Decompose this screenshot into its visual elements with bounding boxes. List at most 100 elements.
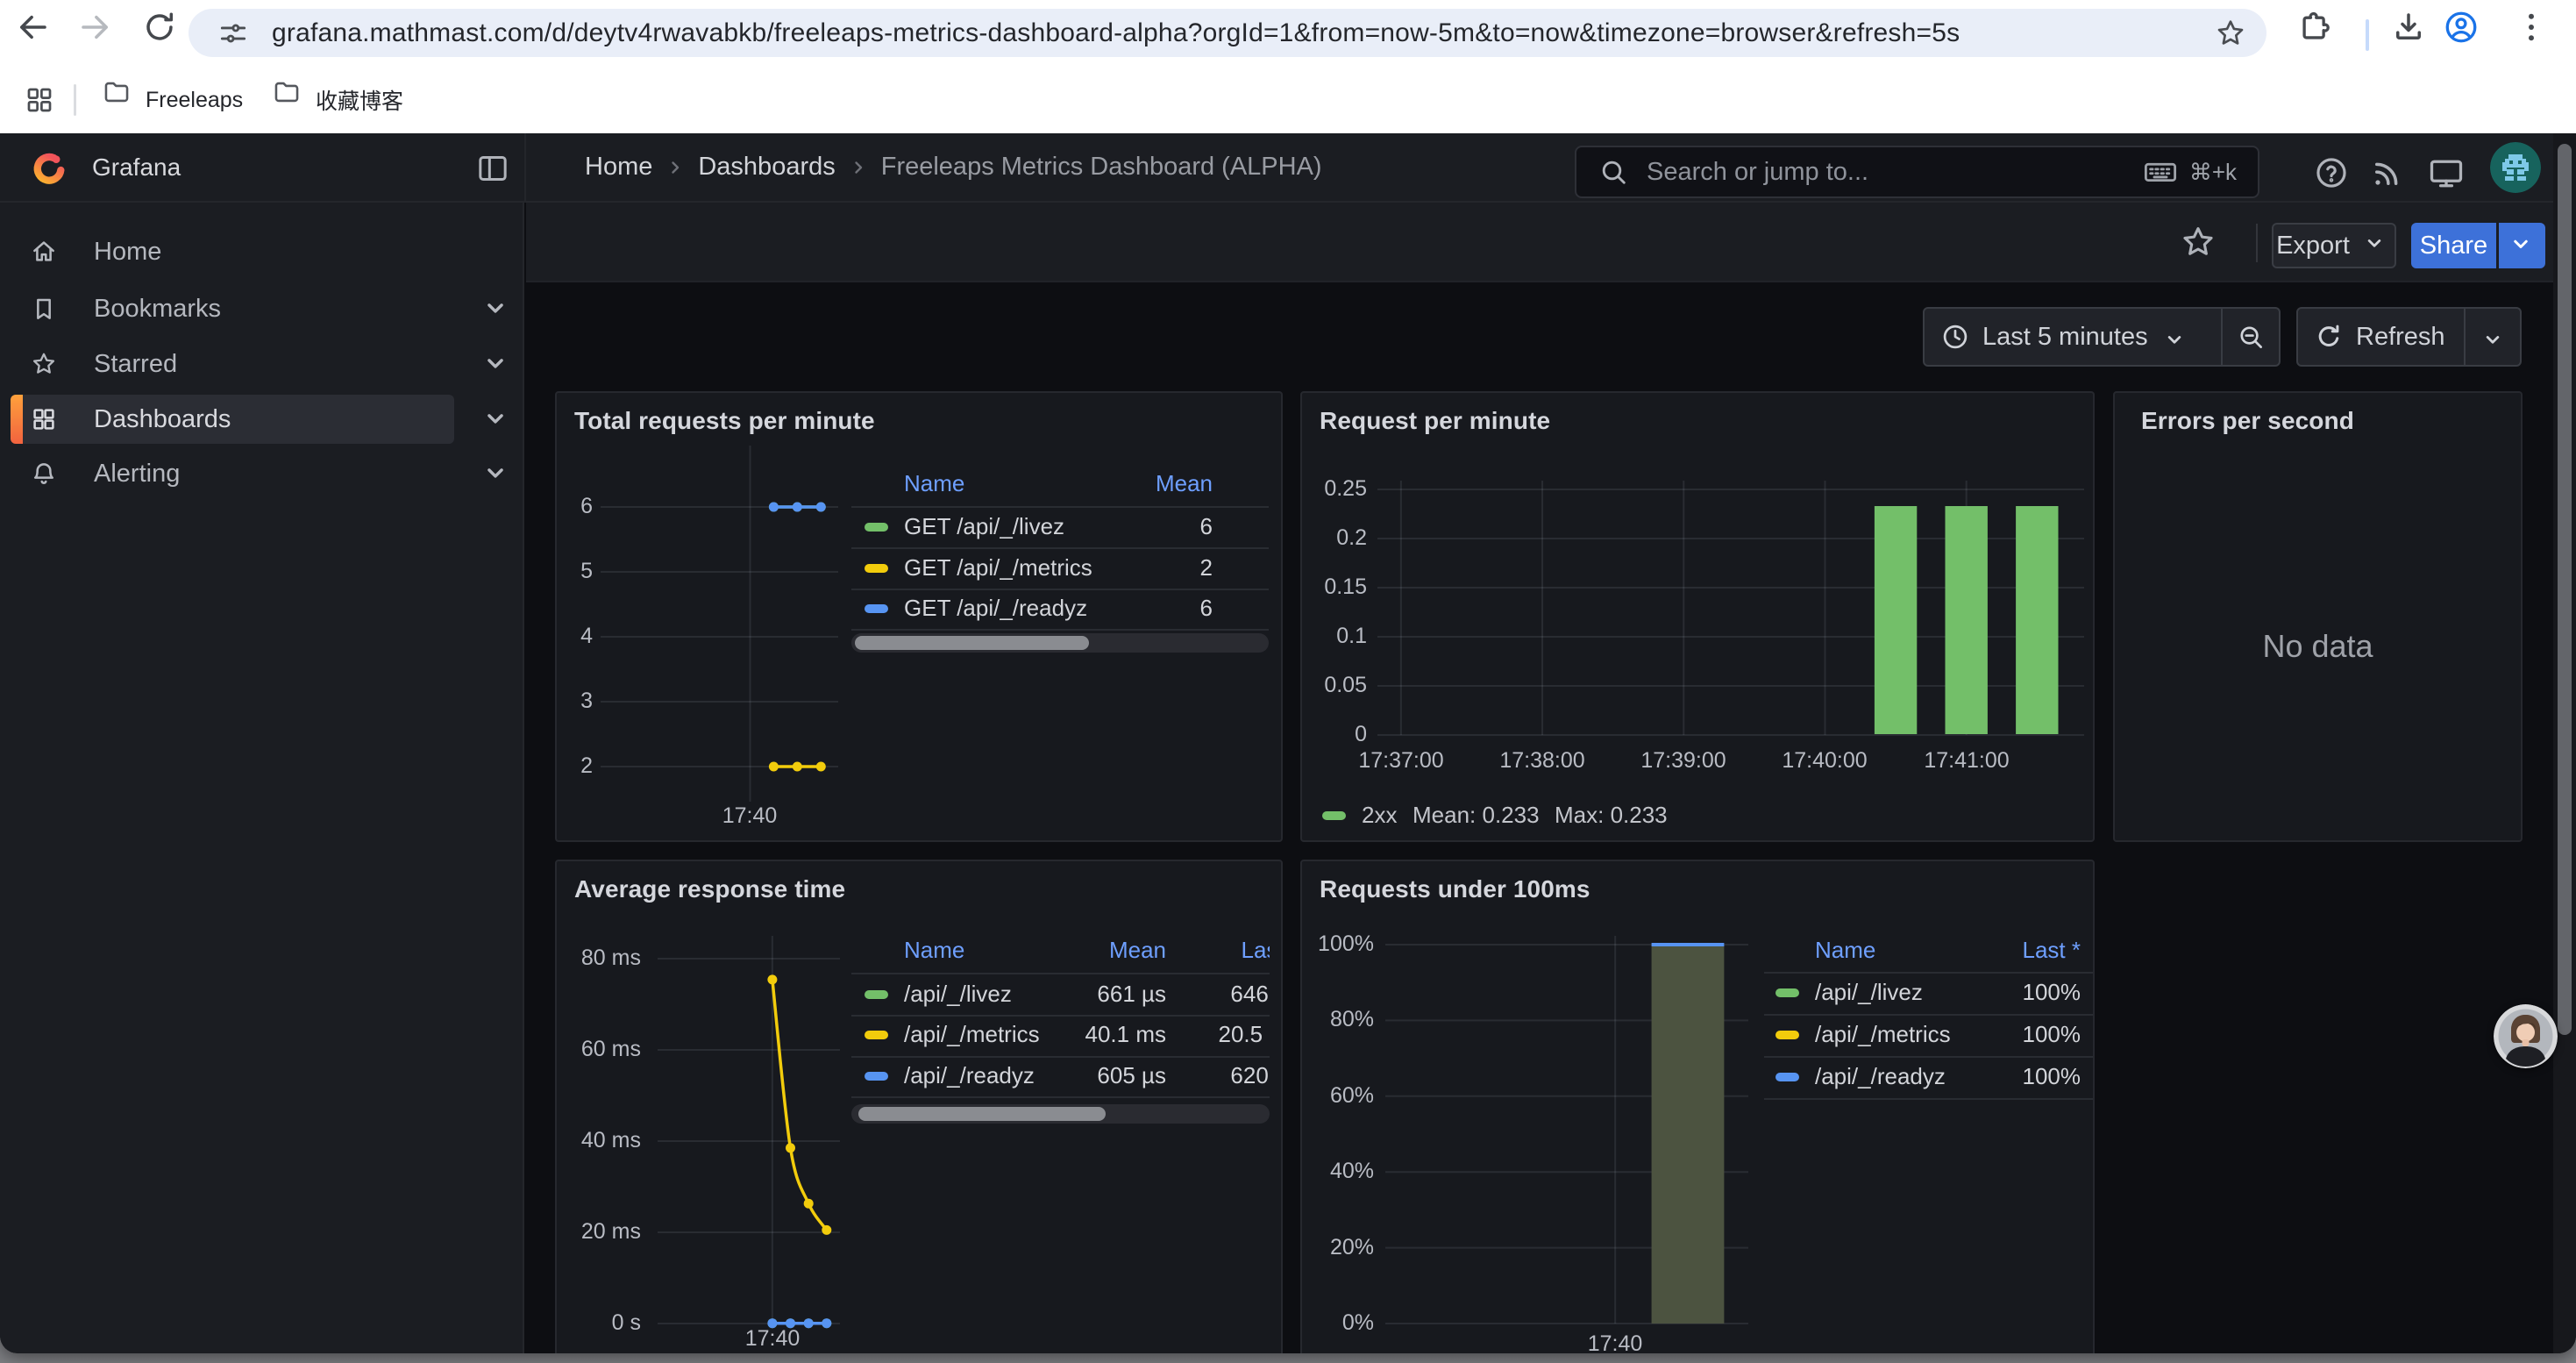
- legend-series-name[interactable]: 2xx: [1362, 802, 1398, 828]
- legend-series-name[interactable]: GET /api/_/metrics: [904, 554, 1092, 581]
- page-scrollbar[interactable]: [2553, 133, 2576, 1353]
- series-color-pill[interactable]: [865, 1031, 888, 1039]
- panel-errors-per-second[interactable]: Errors per second No data: [2113, 391, 2523, 842]
- legend-series-name[interactable]: /api/_/readyz: [1815, 1063, 1946, 1089]
- legend-header-name[interactable]: Name: [904, 937, 965, 963]
- legend-series-name[interactable]: /api/_/metrics: [904, 1021, 1040, 1047]
- breadcrumb-home[interactable]: Home: [585, 153, 653, 181]
- url-text[interactable]: grafana.mathmast.com/d/deytv4rwavabkb/fr…: [272, 18, 1960, 47]
- sidebar-item-starred[interactable]: Starred: [11, 339, 454, 389]
- search-input[interactable]: Search or jump to... ⌘+k: [1575, 146, 2259, 198]
- panel-average-response-time[interactable]: Average response time 80 ms 60 ms 40 ms 20 …: [555, 860, 1283, 1353]
- panel-title[interactable]: Errors per second: [2141, 407, 2354, 434]
- sidebar-item-bookmarks[interactable]: Bookmarks: [11, 284, 454, 333]
- sidebar-toggle-icon[interactable]: [475, 151, 510, 186]
- series-color-pill[interactable]: [865, 1072, 888, 1081]
- profile-icon[interactable]: [2443, 9, 2492, 58]
- legend-series-name[interactable]: /api/_/readyz: [904, 1062, 1035, 1088]
- downloads-icon[interactable]: [2390, 9, 2439, 58]
- download-icon: [2390, 9, 2439, 58]
- refresh-button[interactable]: Refresh: [2298, 309, 2464, 365]
- sidebar-item-dashboards[interactable]: Dashboards: [11, 395, 454, 444]
- bookmark-star-icon[interactable]: [2214, 17, 2247, 50]
- export-button[interactable]: Export: [2272, 223, 2396, 268]
- browser-menu-icon[interactable]: [2513, 9, 2562, 58]
- series-color-pill[interactable]: [1775, 1073, 1799, 1081]
- legend-header[interactable]: Mean: [1155, 470, 1213, 496]
- y-axis-label: 0.1: [1336, 624, 1367, 648]
- legend-series-name[interactable]: /api/_/metrics: [1815, 1021, 1951, 1047]
- star-icon: [2179, 223, 2217, 261]
- series-color-pill[interactable]: [865, 523, 888, 532]
- refresh-icon: [2314, 322, 2344, 352]
- share-button[interactable]: Share: [2411, 223, 2496, 268]
- panel-title[interactable]: Total requests per minute: [574, 407, 875, 434]
- legend-series-name[interactable]: GET /api/_/readyz: [904, 595, 1088, 621]
- chevron-down-icon[interactable]: [480, 458, 510, 488]
- monitor-icon[interactable]: [2427, 154, 2466, 193]
- bookmark-folder-freeleaps[interactable]: Freeleaps: [102, 77, 243, 123]
- sidebar-item-home[interactable]: Home: [11, 227, 454, 276]
- breadcrumb-current: Freeleaps Metrics Dashboard (ALPHA): [880, 153, 1322, 181]
- series-color-pill[interactable]: [865, 564, 888, 573]
- chevron-down-icon: [2362, 231, 2392, 260]
- url-bar[interactable]: grafana.mathmast.com/d/deytv4rwavabkb/fr…: [189, 9, 2266, 57]
- series-color-pill[interactable]: [1322, 811, 1346, 820]
- help-icon[interactable]: [2313, 154, 2350, 191]
- grafana-logo[interactable]: [32, 151, 67, 186]
- series-color-pill[interactable]: [865, 604, 888, 613]
- legend-scrollbar[interactable]: [851, 1104, 1270, 1124]
- sidebar-item-alerting[interactable]: Alerting: [11, 449, 454, 498]
- bookmark-folder-blogs[interactable]: 收藏博客: [272, 77, 403, 123]
- legend-scrollbar-thumb[interactable]: [855, 636, 1089, 650]
- chevron-down-icon[interactable]: [480, 403, 510, 433]
- legend-header[interactable]: Last *: [2022, 937, 2081, 963]
- panel-title[interactable]: Average response time: [574, 875, 846, 903]
- favorite-star-icon[interactable]: [2179, 223, 2217, 261]
- legend-scrollbar-thumb[interactable]: [858, 1107, 1106, 1121]
- apps-grid-icon[interactable]: [24, 84, 55, 116]
- series-color-pill[interactable]: [1775, 1031, 1799, 1039]
- series-color-pill[interactable]: [1775, 988, 1799, 997]
- star-icon: [30, 350, 58, 378]
- share-dropdown-button[interactable]: [2499, 223, 2545, 268]
- scrollbar-thumb[interactable]: [2558, 144, 2572, 1035]
- legend-separator: [1764, 1014, 2093, 1016]
- extensions-icon[interactable]: [2296, 9, 2345, 58]
- zoom-out-button[interactable]: [2221, 309, 2279, 365]
- zoom-out-icon: [2236, 322, 2266, 352]
- legend-series-name[interactable]: /api/_/livez: [1815, 979, 1923, 1005]
- panel-requests-under-100ms[interactable]: Requests under 100ms 100% 80% 60% 40% 20% 0% 1…: [1300, 860, 2095, 1353]
- bell-icon: [30, 460, 58, 488]
- panel-request-per-minute[interactable]: Request per minute 0.25 0.2 0.15 0.1 0.05 0 17…: [1300, 391, 2095, 842]
- chevron-down-icon[interactable]: [480, 348, 510, 378]
- panel-title[interactable]: Request per minute: [1320, 407, 1551, 434]
- breadcrumb: Home Dashboards Freeleaps Metrics Dashbo…: [585, 133, 1322, 201]
- reload-icon[interactable]: [141, 9, 190, 58]
- legend-header-name[interactable]: Name: [904, 470, 965, 496]
- legend-series-name[interactable]: /api/_/livez: [904, 981, 1012, 1007]
- sidebar-item-label: Starred: [94, 349, 178, 378]
- rss-icon[interactable]: [2369, 154, 2406, 191]
- site-settings-icon[interactable]: [217, 17, 250, 50]
- chevron-right-icon: [848, 157, 869, 178]
- floating-user-avatar[interactable]: [2494, 1004, 2558, 1068]
- panel-total-requests-per-minute[interactable]: Total requests per minute 6 5 4 3 2 17:40 Name…: [555, 391, 1283, 842]
- legend-header[interactable]: Mean: [1108, 937, 1166, 963]
- legend-header-name[interactable]: Name: [1815, 937, 1876, 963]
- refresh-interval-dropdown[interactable]: [2463, 309, 2521, 365]
- time-range-picker[interactable]: Last 5 minutes: [1925, 309, 2221, 365]
- legend-header[interactable]: Last *: [1241, 937, 1270, 963]
- x-axis-label: 17:41:00: [1924, 748, 2010, 773]
- back-icon[interactable]: [14, 9, 63, 58]
- user-avatar[interactable]: [2490, 142, 2541, 193]
- series-color-pill[interactable]: [865, 990, 888, 999]
- forward-icon[interactable]: [77, 9, 126, 58]
- chevron-down-icon[interactable]: [480, 293, 510, 323]
- panel-title[interactable]: Requests under 100ms: [1320, 875, 1590, 903]
- legend-series-name[interactable]: GET /api/_/livez: [904, 513, 1065, 539]
- legend-scrollbar[interactable]: [851, 633, 1269, 653]
- breadcrumb-dashboards[interactable]: Dashboards: [698, 153, 836, 181]
- legend-value: 100%: [2022, 1063, 2081, 1089]
- y-axis-label: 0: [1355, 722, 1367, 746]
